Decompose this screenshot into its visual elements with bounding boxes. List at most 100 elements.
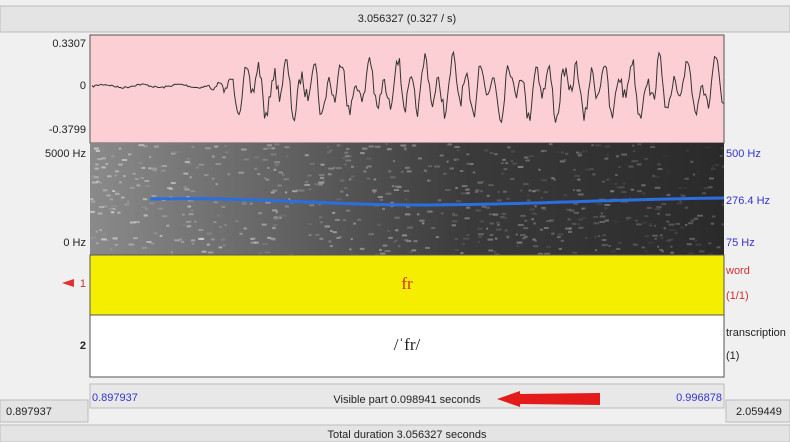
spectrogram-speckle xyxy=(659,234,663,237)
spectrogram-speckle xyxy=(520,214,526,217)
spectrogram-speckle xyxy=(187,200,194,203)
tier-label[interactable]: /ˈfr/ xyxy=(394,335,421,354)
spectrogram-speckle xyxy=(280,214,287,217)
spectrogram-speckle xyxy=(451,220,458,223)
spectrogram-speckle xyxy=(406,240,412,243)
total-bar[interactable] xyxy=(0,424,790,442)
spectrogram-speckle xyxy=(319,237,324,240)
spectrogram-speckle xyxy=(545,220,551,223)
spectrogram-speckle xyxy=(397,245,401,248)
spectrogram-speckle xyxy=(449,167,454,170)
spectrogram-speckle xyxy=(273,217,279,220)
spectrogram-speckle xyxy=(253,156,260,159)
spectrogram-speckle xyxy=(425,246,430,249)
spectrogram-speckle xyxy=(526,194,530,197)
spectrogram-speckle xyxy=(360,152,365,155)
spectrogram-speckle xyxy=(693,173,696,176)
spectrogram-speckle xyxy=(132,172,136,175)
spectrogram-speckle xyxy=(687,222,693,225)
spectrogram-speckle xyxy=(190,239,196,242)
spectrogram-speckle xyxy=(632,243,638,246)
tier-1[interactable] xyxy=(89,254,725,316)
top-bar[interactable] xyxy=(0,5,790,33)
spectrogram-speckle xyxy=(382,207,385,210)
spectrogram-speckle xyxy=(151,194,157,197)
spectrogram-speckle xyxy=(350,253,354,255)
spectrogram-speckle xyxy=(495,221,501,224)
spectrogram-speckle xyxy=(608,245,611,247)
spectrogram-speckle xyxy=(149,156,152,158)
spectrogram-speckle xyxy=(372,189,377,192)
spectrogram-speckle xyxy=(101,233,107,236)
spectrogram-speckle xyxy=(115,243,118,246)
waveform xyxy=(91,50,724,124)
spectrogram-speckle xyxy=(277,184,282,187)
tier-count: (1) xyxy=(726,350,739,362)
spectrogram-speckle xyxy=(437,199,442,202)
spectrogram-speckle xyxy=(614,220,618,223)
spectrogram-speckle xyxy=(343,219,346,222)
spectrogram-speckle xyxy=(387,229,390,232)
spectrogram-speckle xyxy=(91,175,96,178)
tier-label[interactable]: fr xyxy=(401,274,413,293)
spectrogram-speckle xyxy=(540,197,543,199)
spectrogram-speckle xyxy=(218,246,223,249)
spectrogram-speckle xyxy=(112,190,115,192)
spectrogram-speckle xyxy=(567,218,571,221)
spectrogram-speckle xyxy=(505,162,509,165)
spectrogram-speckle xyxy=(445,189,451,191)
spectrogram-speckle xyxy=(344,163,347,166)
tier-name: word xyxy=(725,265,750,277)
spectrogram-speckle xyxy=(654,224,656,227)
spectrogram-speckle xyxy=(568,230,572,233)
spectrogram-speckle xyxy=(345,159,352,162)
spectrogram-speckle xyxy=(186,220,192,223)
spectrogram-speckle xyxy=(493,213,499,216)
spectrogram-speckle xyxy=(327,173,332,176)
spectrogram-speckle xyxy=(379,199,384,201)
spectrogram-speckle xyxy=(680,194,686,197)
window-end-box[interactable] xyxy=(725,399,790,423)
spectrogram-speckle xyxy=(119,181,122,184)
spectrogram-speckle xyxy=(688,252,694,255)
spectrogram-speckle xyxy=(582,150,588,153)
spectrogram-speckle xyxy=(644,235,650,238)
spectrogram-speckle xyxy=(329,149,333,152)
spectrogram-speckle xyxy=(578,226,584,229)
window-start-box[interactable] xyxy=(0,399,89,423)
spectrogram-speckle xyxy=(264,251,271,254)
spectrogram-speckle xyxy=(694,239,697,242)
spectrogram-speckle xyxy=(702,192,706,195)
spectrogram-speckle xyxy=(666,170,671,173)
spectrogram-speckle xyxy=(601,180,605,183)
spectrogram-speckle xyxy=(666,239,672,242)
spectrogram-speckle xyxy=(357,218,362,221)
spectrogram-speckle xyxy=(342,157,345,160)
spectrogram-speckle xyxy=(150,242,155,245)
spectrogram-speckle xyxy=(604,204,611,206)
spectrogram-speckle xyxy=(601,239,607,241)
spectrogram-speckle xyxy=(188,213,194,216)
spectrogram-speckle xyxy=(551,232,555,235)
spectrogram-speckle xyxy=(529,155,534,158)
spectrogram-speckle xyxy=(289,253,293,255)
spectrogram-speckle xyxy=(511,150,516,153)
spectrogram-speckle xyxy=(704,146,711,149)
spectrogram-speckle xyxy=(134,221,140,224)
spectrogram-speckle xyxy=(128,153,132,156)
spectrogram-speckle xyxy=(452,212,455,215)
spectrogram-speckle xyxy=(265,178,270,181)
spectrogram-speckle xyxy=(265,201,271,204)
spectrogram-speckle xyxy=(404,198,407,201)
spectrogram-speckle xyxy=(572,222,577,225)
spectrogram-speckle xyxy=(485,206,490,209)
spec-bottom: 0 Hz xyxy=(63,237,86,249)
spectrogram-speckle xyxy=(403,189,410,192)
spectrogram-speckle xyxy=(466,162,471,165)
spectrogram-speckle xyxy=(454,238,459,241)
spectrogram-speckle xyxy=(393,160,396,163)
tier-2[interactable] xyxy=(89,314,725,378)
spectrogram-speckle xyxy=(207,251,214,254)
spectrogram-speckle xyxy=(488,184,494,187)
visible-bar[interactable] xyxy=(89,383,725,409)
